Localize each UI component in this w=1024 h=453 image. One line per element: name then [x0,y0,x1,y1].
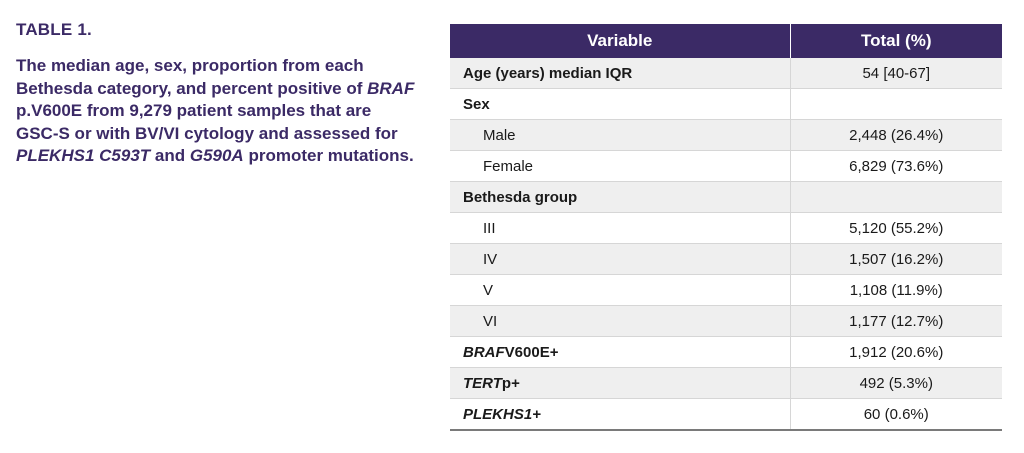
table-row: IV 1,507 (16.2%) [450,243,1002,275]
table-row: TERTp+ 492 (5.3%) [450,367,1002,399]
table-description: The median age, sex, proportion from eac… [16,55,416,168]
row-value-male: 2,448 (26.4%) [789,119,1002,151]
table-row: Bethesda group [450,181,1002,213]
table-label: TABLE 1. [16,20,92,39]
row-value-sex [789,88,1002,120]
table-row: Age (years) median IQR 54 [40-67] [450,58,1002,89]
row-label-age: Age (years) median IQR [450,58,790,89]
row-label-tert-gene: TERT [463,374,502,392]
table-row: III 5,120 (55.2%) [450,212,1002,244]
row-label-female: Female [450,150,790,182]
caption-gene-plekhs1: PLEKHS1 C593T [16,146,151,165]
row-label-braf-suffix: V600E+ [504,343,559,361]
row-value-plekhs1: 60 (0.6%) [789,398,1002,431]
table-row: V 1,108 (11.9%) [450,274,1002,306]
caption-gene-braf: BRAF [367,78,415,98]
caption-text-1: The median age, sex, proportion from eac… [16,56,368,98]
row-value-braf: 1,912 (20.6%) [789,336,1002,368]
data-table-container: Variable Total (%) Age (years) median IQ… [450,24,1002,431]
row-value-age: 54 [40-67] [789,58,1002,89]
row-label-plekhs1-gene: PLEKHS1+ [463,405,541,423]
row-label-male: Male [450,119,790,151]
table-row: Male 2,448 (26.4%) [450,119,1002,151]
row-value-tert: 492 (5.3%) [789,367,1002,399]
table-row: Female 6,829 (73.6%) [450,150,1002,182]
header-variable: Variable [450,24,791,58]
header-total: Total (%) [790,24,1002,58]
caption-text-4: promoter mutations. [243,146,414,165]
row-value-bethesda [789,181,1002,213]
caption-text-3: and [150,146,190,165]
data-table: Variable Total (%) Age (years) median IQ… [450,24,1002,431]
table-caption: TABLE 1. The median age, sex, proportion… [16,20,416,168]
row-value-vi: 1,177 (12.7%) [789,305,1002,337]
row-value-v: 1,108 (11.9%) [789,274,1002,306]
table-row: PLEKHS1+ 60 (0.6%) [450,398,1002,431]
row-value-iv: 1,507 (16.2%) [789,243,1002,275]
row-label-plekhs1: PLEKHS1+ [450,398,790,431]
row-label-v: V [450,274,790,306]
table-row: VI 1,177 (12.7%) [450,305,1002,337]
row-label-braf: BRAFV600E+ [450,336,790,368]
table-row: Sex [450,88,1002,120]
row-label-bethesda: Bethesda group [450,181,790,213]
caption-mutation-g590a: G590A [189,146,244,165]
row-label-sex: Sex [450,88,790,120]
row-label-tert: TERTp+ [450,367,790,399]
row-label-vi: VI [450,305,790,337]
row-value-iii: 5,120 (55.2%) [789,212,1002,244]
row-label-iii: III [450,212,790,244]
row-label-iv: IV [450,243,790,275]
table-header-row: Variable Total (%) [450,24,1002,58]
row-label-tert-suffix: p+ [501,374,520,392]
table-row: BRAFV600E+ 1,912 (20.6%) [450,336,1002,368]
caption-text-2: p.V600E from 9,279 patient samples that … [16,101,398,143]
row-value-female: 6,829 (73.6%) [789,150,1002,182]
row-label-braf-gene: BRAF [463,343,505,361]
